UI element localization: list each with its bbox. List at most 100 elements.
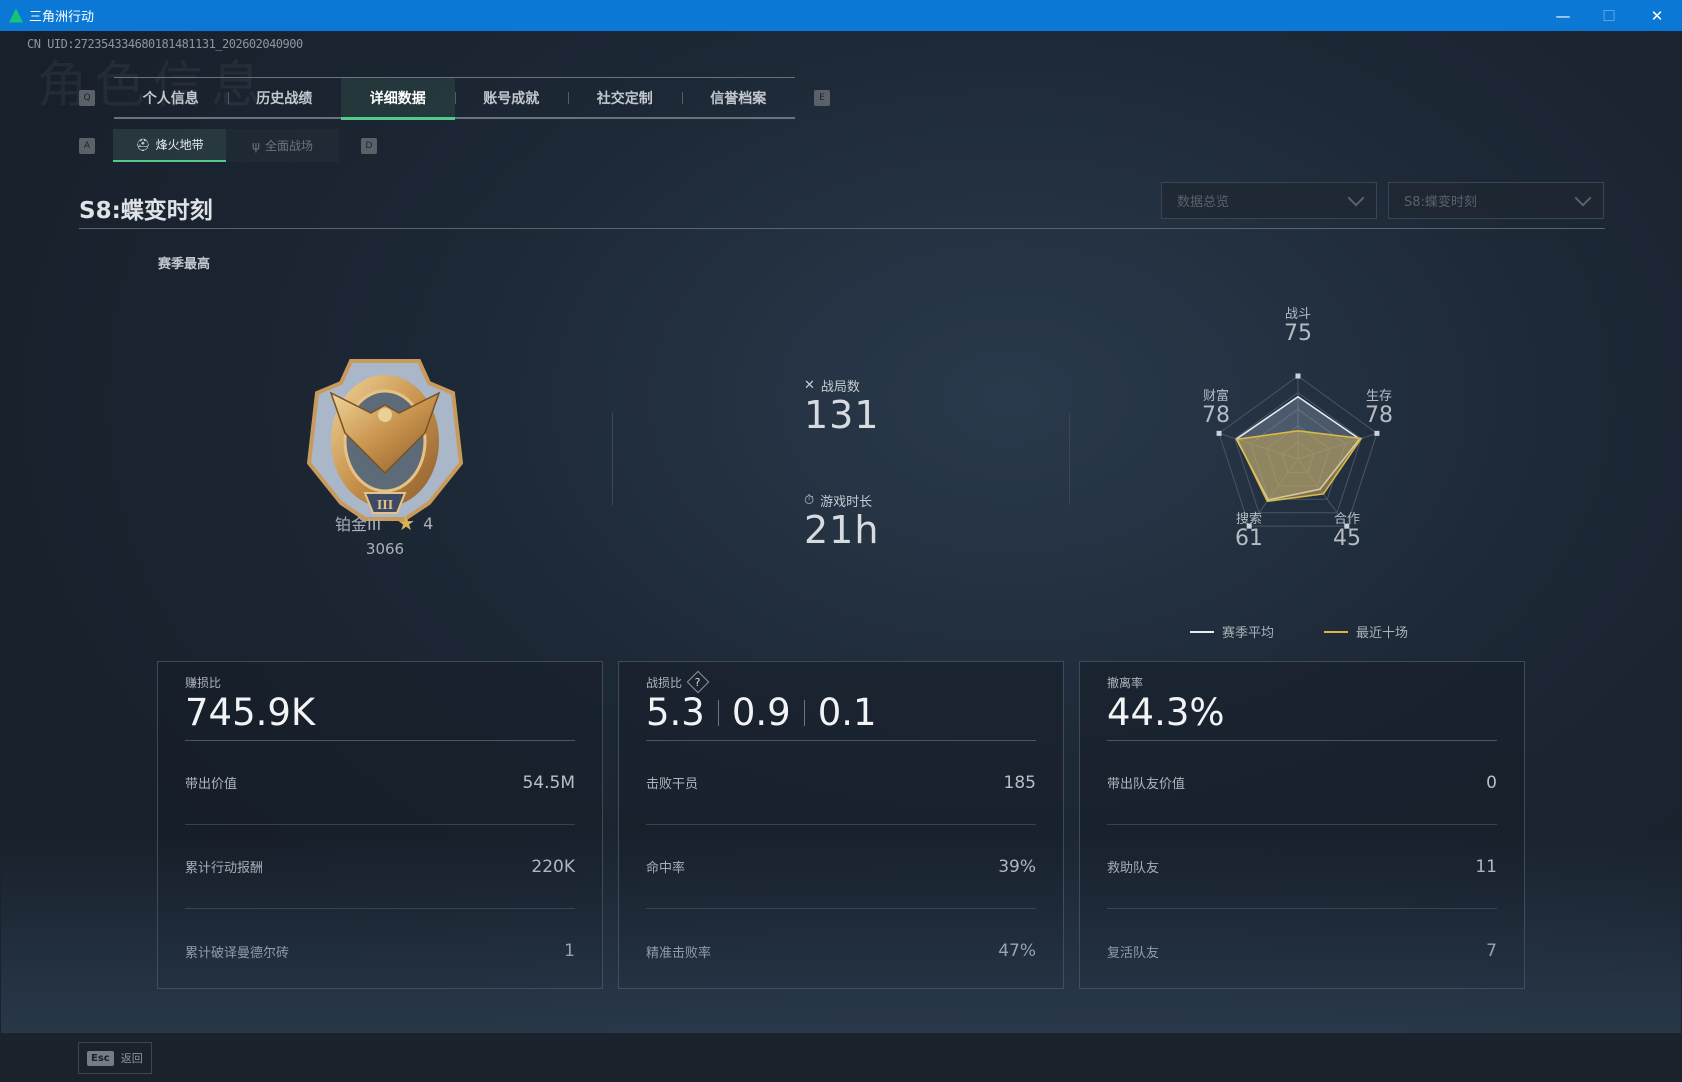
rank-info: 铂金III ★ 4 [335, 511, 445, 535]
view-dropdown[interactable]: 数据总览 [1161, 182, 1377, 219]
axis-value-survival: 78 [1365, 403, 1393, 428]
extraction-rate-card: 撤离率 44.3% 带出队友价值 0 救助队友 11 复活队友 7 [1079, 661, 1525, 989]
tab-achievements[interactable]: 账号成就 [454, 78, 569, 118]
chevron-down-icon [1574, 189, 1592, 207]
next-tab-key[interactable]: E [814, 90, 830, 106]
maximize-button[interactable]: ☐ [1602, 6, 1616, 25]
dropdown-value: S8:蝶变时刻 [1404, 195, 1477, 210]
card-value: 44.3% [1107, 691, 1225, 734]
axis-value-cooperation: 45 [1333, 526, 1361, 551]
label-text: 游戏时长 [820, 495, 873, 510]
tab-label: 详细数据 [369, 90, 426, 107]
radar-series-recent-ten [1236, 429, 1363, 503]
row-label: 带出价值 [185, 777, 238, 792]
stat-row: 复活队友 7 [1107, 909, 1497, 993]
legend-recent-ten: 最近十场 [1324, 622, 1408, 641]
watermark-text: 角色信息 [37, 56, 269, 114]
matches-label: ✕ 战局数 [804, 376, 860, 395]
radar-grid-ring [1218, 375, 1378, 527]
kd-value: 5.3 [646, 691, 705, 734]
card-label: 战损比? [646, 670, 1036, 694]
card-label-text: 赚损比 [185, 675, 222, 690]
kd-ratio-card: 战损比? 5.3 0.9 0.1 击败干员 185 命中率 39% 精准击败率 47% [618, 661, 1064, 989]
dropdown-value: 数据总览 [1177, 195, 1230, 210]
star-icon: ★ [397, 511, 416, 535]
axis-value-search: 61 [1235, 526, 1263, 551]
prev-tab-key[interactable]: Q [79, 90, 95, 106]
row-value: 7 [1486, 941, 1497, 961]
legend-season-avg: 赛季平均 [1190, 622, 1274, 641]
row-label: 击败干员 [646, 777, 699, 792]
tab-label: 社交定制 [596, 91, 653, 107]
title-divider [79, 228, 1605, 229]
card-label-text: 战损比 [646, 675, 683, 690]
row-label: 救助队友 [1107, 861, 1160, 876]
close-button[interactable]: ✕ [1650, 6, 1664, 25]
row-label: 精准击败率 [646, 945, 712, 961]
subtab-label: 烽火地带 [155, 138, 204, 152]
season-dropdown[interactable]: S8:蝶变时刻 [1388, 182, 1604, 219]
radar-vertex-marker [1374, 430, 1380, 436]
card-value: 5.3 0.9 0.1 [646, 690, 1036, 736]
axis-label-cooperation: 合作 [1333, 512, 1360, 527]
row-label: 命中率 [646, 861, 686, 876]
back-button[interactable]: Esc 返回 [78, 1042, 152, 1074]
window-title: 三角洲行动 [29, 10, 95, 25]
back-label: 返回 [120, 1052, 143, 1065]
divider [1069, 413, 1070, 505]
subtab-operations[interactable]: ⛑ 烽火地带 [113, 129, 226, 162]
tab-social[interactable]: 社交定制 [568, 78, 682, 118]
kd-value: 0.9 [731, 691, 791, 734]
stat-row: 精准击败率 47% [646, 909, 1036, 993]
axis-label-wealth: 财富 [1202, 389, 1229, 404]
stat-row: 累计行动报酬 220K [185, 825, 575, 909]
main-tabs: 个人信息 历史战绩 详细数据 账号成就 社交定制 信誉档案 [114, 77, 796, 120]
tab-label: 历史战绩 [256, 91, 313, 107]
card-label: 撤离率 [1107, 674, 1497, 690]
prev-subtab-key[interactable]: A [79, 138, 95, 154]
tab-detailed-data[interactable]: 详细数据 [341, 78, 455, 120]
axis-value-wealth: 78 [1202, 403, 1230, 428]
kd-value: 0.1 [817, 691, 877, 734]
row-label: 复活队友 [1107, 945, 1160, 961]
chevron-down-icon [1347, 189, 1365, 207]
tab-label: 信誉档案 [710, 91, 767, 107]
axis-label-search: 搜索 [1235, 512, 1262, 527]
legend-swatch [1324, 630, 1348, 633]
stat-row: 累计破译曼德尔砖 1 [185, 909, 575, 993]
tab-label: 账号成就 [483, 91, 540, 107]
divider [646, 740, 1036, 741]
rank-score: 3066 [365, 540, 405, 558]
stat-row: 救助队友 11 [1107, 825, 1497, 909]
divider [185, 740, 575, 741]
window-titlebar: 三角洲行动 — ☐ ✕ [0, 0, 1682, 31]
helmet-icon: ⛑ [135, 137, 151, 152]
next-subtab-key[interactable]: D [361, 138, 377, 154]
subtab-warfare[interactable]: ψ 全面战场 [226, 129, 339, 162]
tab-credit[interactable]: 信誉档案 [681, 78, 796, 118]
minimize-button[interactable]: — [1555, 6, 1571, 25]
row-value: 185 [1003, 772, 1036, 793]
value-separator [717, 700, 719, 726]
card-label-text: 撤离率 [1107, 675, 1144, 690]
row-value: 0 [1486, 772, 1497, 793]
value-separator [803, 700, 805, 726]
divider [612, 413, 613, 505]
card-value: 745.9K [185, 691, 316, 734]
tab-match-history[interactable]: 历史战绩 [227, 78, 342, 118]
tab-personal-info[interactable]: 个人信息 [114, 78, 228, 118]
row-value: 11 [1475, 856, 1497, 877]
radar-vertex-marker [1246, 523, 1252, 529]
row-value: 1 [564, 941, 575, 961]
stat-row: 命中率 39% [646, 825, 1036, 909]
crossed-swords-icon: ✕ [804, 378, 815, 393]
rank-medal-icon: III [306, 359, 464, 521]
rank-name: 铂金III [335, 515, 382, 534]
profit-ratio-card: 赚损比 745.9K 带出价值 54.5M 累计行动报酬 220K 累计破译曼德尔砖… [157, 661, 603, 989]
row-value: 54.5M [522, 772, 575, 793]
stat-row: 带出队友价值 0 [1107, 741, 1497, 825]
app-logo-icon [9, 8, 23, 23]
radar-grid-ring [1234, 391, 1362, 514]
legend-label: 赛季平均 [1222, 626, 1275, 641]
axis-value-combat: 75 [1284, 321, 1312, 346]
